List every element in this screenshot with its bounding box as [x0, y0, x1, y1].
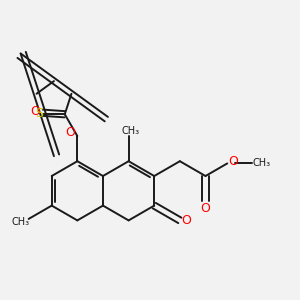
Text: O: O	[30, 105, 40, 119]
Text: O: O	[65, 126, 75, 140]
Text: CH₃: CH₃	[121, 126, 139, 136]
Text: O: O	[201, 202, 210, 215]
Text: CH₃: CH₃	[253, 158, 271, 168]
Text: O: O	[229, 155, 238, 168]
Text: S: S	[35, 107, 43, 120]
Text: CH₃: CH₃	[12, 217, 30, 227]
Text: O: O	[181, 214, 191, 227]
